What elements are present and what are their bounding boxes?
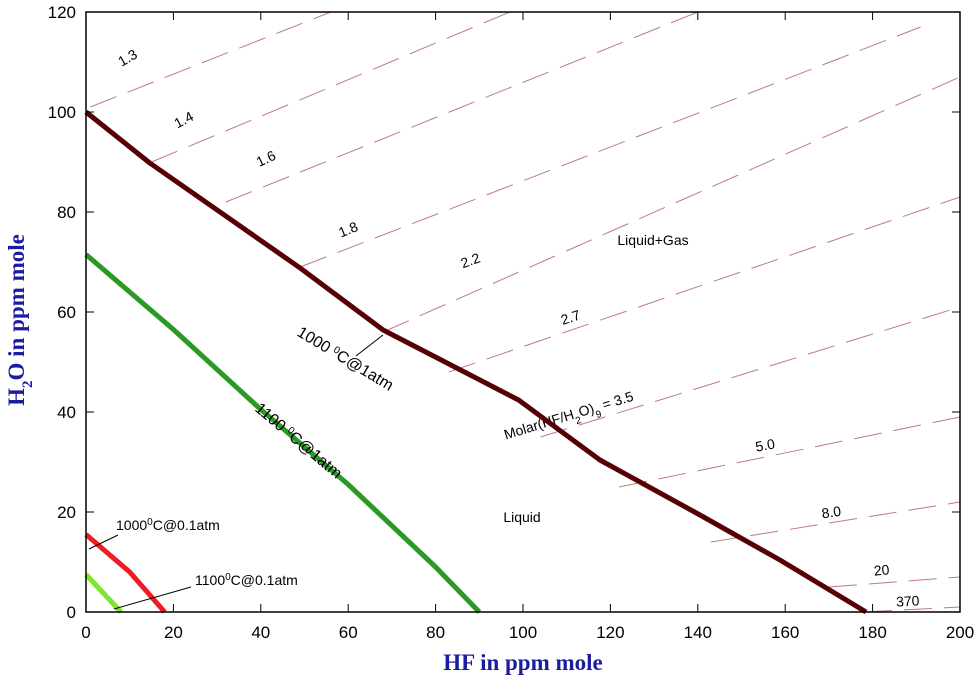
series-label: 11000C@0.1atm — [195, 572, 298, 589]
contour-line — [151, 12, 511, 163]
contour-line — [710, 501, 960, 543]
contour-line — [863, 606, 960, 612]
leader-line — [113, 586, 192, 610]
contour-line — [299, 26, 921, 268]
x-tick-label: 200 — [946, 623, 974, 642]
series-line — [84, 110, 868, 615]
contour-line — [225, 12, 698, 203]
series-line — [84, 252, 482, 614]
contour-label: 370 — [896, 592, 920, 609]
x-tick-label: 100 — [509, 623, 537, 642]
x-tick-label: 180 — [858, 623, 886, 642]
y-tick-label: 20 — [57, 503, 76, 522]
leader-line — [355, 334, 384, 357]
series-label-part: 0 — [225, 572, 231, 583]
x-tick-label: 80 — [426, 623, 445, 642]
contour-label-part: O) — [576, 400, 596, 420]
x-tick-label: 120 — [596, 623, 624, 642]
contour-label: 2.7 — [559, 307, 583, 328]
y-tick-label: 0 — [67, 603, 76, 622]
region-label: Liquid+Gas — [617, 232, 688, 248]
series-label: 1000 0C@1atm — [294, 323, 396, 394]
series-label-part: 1100 — [195, 572, 225, 588]
contour-label: 20 — [873, 561, 890, 578]
y-tick-label: 100 — [48, 103, 76, 122]
x-tick-label: 60 — [339, 623, 358, 642]
x-tick-label: 0 — [81, 623, 90, 642]
series-label-part: 1000 — [116, 517, 147, 533]
y-tick-label: 80 — [57, 203, 76, 222]
series-label-part: 0 — [332, 344, 343, 357]
y-tick-label: 40 — [57, 403, 76, 422]
contour-label: 5.0 — [754, 435, 776, 454]
contour-line — [619, 416, 960, 488]
y-axis-title-part: H — [4, 388, 29, 406]
x-tick-label: 160 — [771, 623, 799, 642]
series-label-part: 0 — [147, 517, 153, 528]
contour-line — [540, 306, 960, 438]
contour-line — [90, 12, 331, 108]
region-label: Liquid — [503, 509, 540, 525]
contour-label: 2.2 — [458, 249, 482, 271]
x-tick-label: 40 — [251, 623, 270, 642]
series-label-part: 0 — [285, 425, 297, 437]
y-axis-title-part: O in ppm mole — [4, 234, 29, 380]
contour-label: 1.6 — [254, 147, 279, 170]
contour-label: 8.0 — [821, 503, 843, 522]
series-label-part: 1000 — [294, 324, 337, 359]
contour-line — [382, 76, 960, 333]
x-axis-title: HF in ppm mole — [443, 650, 603, 675]
contour-line — [828, 576, 960, 588]
series-label-part: C@1atm — [333, 347, 396, 394]
contour-label-part: 2 — [574, 414, 583, 426]
y-axis-title-part: 2 — [20, 380, 36, 388]
x-tick-label: 140 — [684, 623, 712, 642]
series-label-part: C@1atm — [285, 429, 344, 483]
series-line — [84, 572, 123, 614]
x-tick-label: 20 — [164, 623, 183, 642]
series-line — [84, 532, 167, 614]
contour-label: 1.3 — [115, 46, 140, 70]
series-label-part: C@0.1atm — [153, 517, 220, 533]
contour-label: 1.8 — [336, 218, 360, 240]
contour-line — [448, 196, 960, 373]
y-tick-label: 60 — [57, 303, 76, 322]
y-tick-label: 120 — [48, 3, 76, 22]
contour-label: 1.4 — [171, 108, 196, 131]
series-label: 10000C@0.1atm — [116, 517, 220, 534]
leader-line — [88, 534, 119, 550]
y-axis-title: H2O in ppm mole — [4, 234, 36, 406]
series-label-part: C@0.1atm — [231, 572, 298, 588]
series-label: 1100 0C@1atm — [251, 400, 345, 483]
contour-label-part: 9 — [594, 408, 603, 420]
